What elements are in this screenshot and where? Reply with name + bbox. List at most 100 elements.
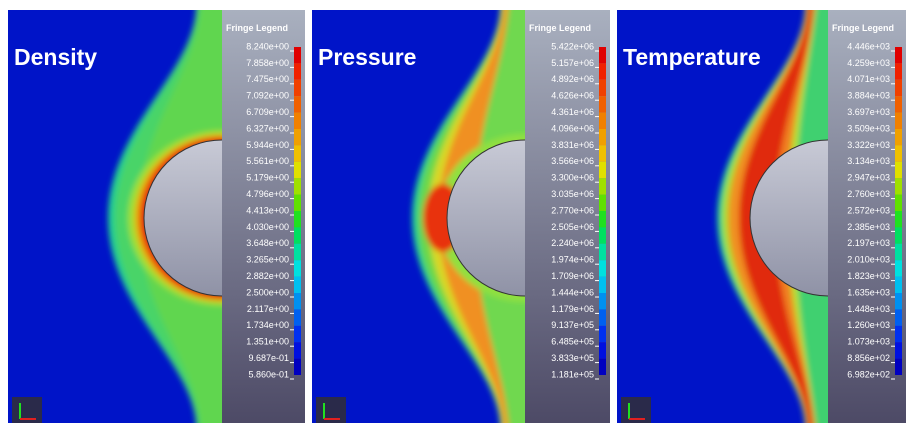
legend-label: 4.071e+03 bbox=[847, 74, 890, 84]
legend-title: Fringe Legend bbox=[832, 23, 894, 33]
panel-title: Temperature bbox=[623, 44, 761, 70]
legend-label: 1.179e+06 bbox=[551, 304, 594, 314]
legend-swatch bbox=[895, 293, 902, 309]
legend-swatch bbox=[294, 277, 301, 293]
legend-label: 2.882e+00 bbox=[246, 271, 289, 281]
legend-swatch bbox=[895, 145, 902, 161]
legend-swatch bbox=[294, 96, 301, 112]
legend-label: 3.265e+00 bbox=[246, 255, 289, 265]
legend-swatch bbox=[599, 63, 606, 79]
panel: Temperature Fringe Legend4.446e+034.259e+… bbox=[617, 0, 906, 423]
panel: PressureFringe Legend5.422e+065.157e+064… bbox=[312, 0, 613, 423]
screenshot: Density Fringe Legend 8.240e+00 7.858e+00 7.… bbox=[0, 0, 906, 423]
legend-swatch bbox=[895, 113, 902, 129]
legend-swatch bbox=[294, 162, 301, 178]
legend-swatch bbox=[294, 195, 301, 211]
legend-swatch bbox=[895, 260, 902, 276]
legend-label: 5.157e+06 bbox=[551, 58, 594, 68]
legend-title: Fringe Legend bbox=[529, 23, 591, 33]
legend-swatch bbox=[294, 359, 301, 375]
legend-label: 3.134e+03 bbox=[847, 156, 890, 166]
legend-label: 1.073e+03 bbox=[847, 337, 890, 347]
legend-swatch bbox=[599, 227, 606, 243]
legend-swatch bbox=[895, 162, 902, 178]
legend-label: 3.300e+06 bbox=[551, 173, 594, 183]
legend-label: 1.444e+06 bbox=[551, 287, 594, 297]
legend-label: 2.500e+00 bbox=[246, 287, 289, 297]
legend-label: 5.860e-01 bbox=[248, 369, 289, 379]
legend-swatch bbox=[294, 342, 301, 358]
legend-swatch bbox=[599, 260, 606, 276]
legend-label: 7.092e+00 bbox=[246, 91, 289, 101]
legend-label: 5.944e+00 bbox=[246, 140, 289, 150]
axis-triad bbox=[316, 397, 346, 423]
legend-swatch bbox=[895, 326, 902, 342]
legend-label: 3.884e+03 bbox=[847, 91, 890, 101]
legend-swatch bbox=[895, 359, 902, 375]
legend-swatch bbox=[599, 309, 606, 325]
legend-swatch bbox=[895, 342, 902, 358]
legend-label: 3.035e+06 bbox=[551, 189, 594, 199]
legend-label: 1.635e+03 bbox=[847, 287, 890, 297]
legend-label: 8.856e+02 bbox=[847, 353, 890, 363]
legend-swatch bbox=[895, 244, 902, 260]
legend-swatch bbox=[294, 80, 301, 96]
legend-label: 2.385e+03 bbox=[847, 222, 890, 232]
legend-label: 1.260e+03 bbox=[847, 320, 890, 330]
legend-label: 1.351e+00 bbox=[246, 337, 289, 347]
axis-triad bbox=[12, 397, 42, 423]
legend-swatch bbox=[895, 96, 902, 112]
legend-label: 3.509e+03 bbox=[847, 123, 890, 133]
fringe-legend: Fringe Legend5.422e+065.157e+064.892e+06… bbox=[525, 10, 610, 423]
panel-title: Density bbox=[14, 44, 97, 70]
legend-swatch bbox=[599, 359, 606, 375]
legend-swatch bbox=[599, 162, 606, 178]
legend-swatch bbox=[599, 326, 606, 342]
legend-swatch bbox=[895, 129, 902, 145]
legend-label: 2.505e+06 bbox=[551, 222, 594, 232]
legend-swatch bbox=[294, 47, 301, 63]
legend-swatch bbox=[895, 63, 902, 79]
legend-swatch bbox=[599, 277, 606, 293]
legend-label: 5.561e+00 bbox=[246, 156, 289, 166]
legend-swatch bbox=[294, 309, 301, 325]
legend-swatch bbox=[599, 145, 606, 161]
legend-label: 2.240e+06 bbox=[551, 238, 594, 248]
legend-label: 2.197e+03 bbox=[847, 238, 890, 248]
legend-label: 4.361e+06 bbox=[551, 107, 594, 117]
legend-swatch bbox=[294, 63, 301, 79]
legend-label: 2.947e+03 bbox=[847, 173, 890, 183]
legend-label: 1.181e+05 bbox=[551, 369, 594, 379]
legend-label: 7.858e+00 bbox=[246, 58, 289, 68]
legend-swatch bbox=[294, 129, 301, 145]
legend-label: 4.030e+00 bbox=[246, 222, 289, 232]
legend-swatch bbox=[294, 227, 301, 243]
legend-swatch bbox=[294, 244, 301, 260]
fringe-legend: Fringe Legend8.240e+007.858e+007.475e+00… bbox=[222, 10, 305, 423]
legend-swatch bbox=[599, 293, 606, 309]
axis-triad bbox=[621, 397, 651, 423]
legend-label: 3.648e+00 bbox=[246, 238, 289, 248]
fringe-legend: Fringe Legend4.446e+034.259e+034.071e+03… bbox=[828, 10, 906, 423]
legend-swatch bbox=[294, 326, 301, 342]
legend-label: 9.137e+05 bbox=[551, 320, 594, 330]
legend-label: 1.709e+06 bbox=[551, 271, 594, 281]
legend-swatch bbox=[294, 113, 301, 129]
legend-label: 2.760e+03 bbox=[847, 189, 890, 199]
legend-label: 7.475e+00 bbox=[246, 74, 289, 84]
legend-swatch bbox=[895, 80, 902, 96]
legend-swatch bbox=[895, 227, 902, 243]
legend-label: 6.709e+00 bbox=[246, 107, 289, 117]
legend-label: 1.734e+00 bbox=[246, 320, 289, 330]
legend-swatch bbox=[599, 113, 606, 129]
legend-swatch bbox=[294, 178, 301, 194]
legend-label: 5.179e+00 bbox=[246, 173, 289, 183]
legend-label: 2.010e+03 bbox=[847, 255, 890, 265]
legend-label: 3.831e+06 bbox=[551, 140, 594, 150]
legend-swatch bbox=[895, 277, 902, 293]
legend-swatch bbox=[599, 47, 606, 63]
legend-swatch bbox=[599, 129, 606, 145]
legend-label: 8.240e+00 bbox=[246, 41, 289, 51]
legend-label: 1.974e+06 bbox=[551, 255, 594, 265]
legend-label: 4.413e+00 bbox=[246, 205, 289, 215]
